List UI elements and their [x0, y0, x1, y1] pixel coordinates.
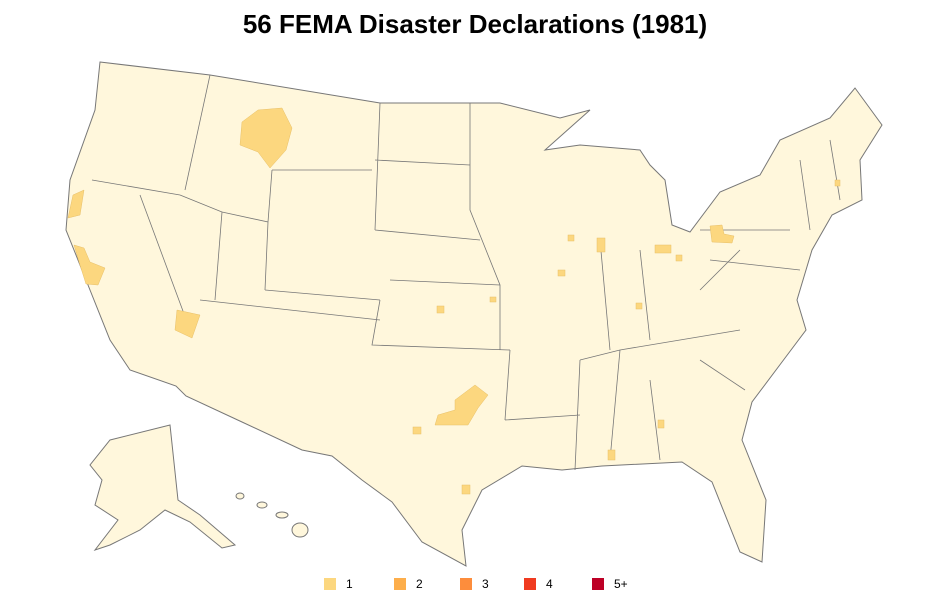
legend-label: 2 — [416, 577, 423, 591]
hawaii-island — [235, 492, 245, 500]
state-borders — [91, 74, 841, 471]
legend-swatch — [460, 578, 472, 590]
map-title: 56 FEMA Disaster Declarations (1981) — [243, 9, 707, 39]
county-highlight — [557, 269, 566, 277]
county-highlight — [434, 384, 489, 426]
county-highlight — [412, 426, 422, 435]
county-highlight — [654, 244, 672, 254]
county-highlight — [489, 296, 497, 303]
legend-label: 1 — [346, 577, 353, 591]
county-highlight — [567, 234, 575, 242]
county-highlight — [239, 107, 293, 169]
alaska-outline — [89, 424, 237, 551]
county-highlight — [73, 244, 106, 286]
hawaii-island — [256, 501, 268, 509]
legend-swatch — [324, 578, 336, 590]
legend: 1 2 3 4 5+ — [324, 577, 628, 591]
legend-label: 5+ — [614, 577, 628, 591]
county-highlight — [657, 419, 665, 429]
county-highlight — [174, 309, 201, 339]
county-highlight — [834, 179, 841, 187]
county-highlight — [436, 305, 445, 314]
county-highlight — [461, 484, 471, 495]
legend-label: 3 — [482, 577, 489, 591]
legend-label: 4 — [546, 577, 553, 591]
county-highlight — [635, 302, 643, 310]
hawaii-island — [275, 511, 289, 519]
county-highlight — [607, 449, 616, 461]
legend-swatch — [592, 578, 604, 590]
county-highlight — [709, 224, 735, 244]
us-outline — [65, 61, 883, 567]
county-highlight — [67, 189, 85, 219]
hawaii — [235, 492, 309, 538]
county-highlight — [675, 254, 683, 262]
hawaii-island — [291, 522, 309, 538]
legend-swatch — [524, 578, 536, 590]
county-highlight — [596, 237, 606, 253]
contiguous-us — [65, 61, 883, 567]
alaska — [89, 424, 237, 551]
legend-swatch — [394, 578, 406, 590]
declared-counties — [67, 107, 841, 495]
